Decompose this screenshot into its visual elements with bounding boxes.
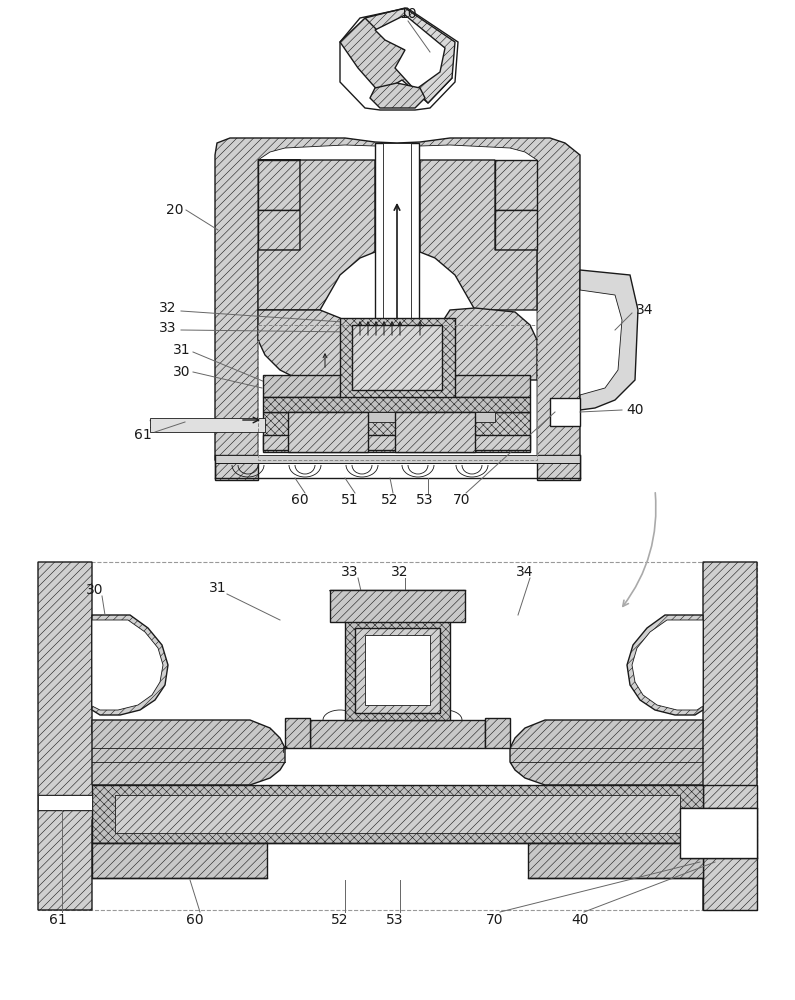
Polygon shape <box>265 330 365 378</box>
Polygon shape <box>632 620 703 710</box>
Bar <box>215 455 580 463</box>
Bar <box>38 562 757 910</box>
Text: 32: 32 <box>391 565 409 579</box>
Bar <box>215 455 580 478</box>
Text: 32: 32 <box>159 301 176 315</box>
Text: 51: 51 <box>341 493 359 507</box>
Bar <box>300 412 495 422</box>
Bar <box>365 635 430 705</box>
Polygon shape <box>365 8 455 103</box>
Bar <box>340 318 455 398</box>
Text: 61: 61 <box>49 913 67 927</box>
Polygon shape <box>92 615 168 715</box>
Text: 40: 40 <box>626 403 644 417</box>
Polygon shape <box>580 290 622 395</box>
Polygon shape <box>580 270 638 410</box>
Polygon shape <box>420 160 537 310</box>
Text: 60: 60 <box>291 493 308 507</box>
Polygon shape <box>495 210 537 250</box>
Polygon shape <box>510 720 703 785</box>
Text: 33: 33 <box>341 565 359 579</box>
Bar <box>38 795 92 810</box>
Polygon shape <box>92 620 163 710</box>
Bar <box>395 412 475 452</box>
Polygon shape <box>258 310 365 380</box>
Bar <box>375 143 419 423</box>
Polygon shape <box>370 83 425 108</box>
Text: 34: 34 <box>636 303 653 317</box>
Polygon shape <box>430 308 537 380</box>
Polygon shape <box>485 718 510 748</box>
Polygon shape <box>627 615 703 715</box>
Polygon shape <box>258 160 375 310</box>
Polygon shape <box>430 318 535 378</box>
Bar <box>288 412 368 452</box>
Text: 30: 30 <box>86 583 104 597</box>
Bar <box>680 808 757 858</box>
Bar <box>263 435 530 450</box>
Polygon shape <box>340 18 452 103</box>
Bar <box>383 143 411 413</box>
Bar <box>258 325 537 460</box>
Text: 60: 60 <box>186 913 204 927</box>
Text: 70: 70 <box>453 493 471 507</box>
Polygon shape <box>680 562 757 910</box>
Text: 30: 30 <box>173 365 191 379</box>
Bar <box>263 397 530 412</box>
Bar <box>352 325 442 390</box>
Polygon shape <box>375 15 445 90</box>
Text: ↱: ↱ <box>281 745 289 755</box>
Bar <box>92 843 267 878</box>
Bar <box>310 720 485 748</box>
Bar <box>92 785 703 843</box>
Bar <box>115 795 680 833</box>
Bar <box>330 590 465 622</box>
Polygon shape <box>215 138 580 478</box>
Polygon shape <box>495 160 537 210</box>
Bar <box>550 398 580 426</box>
Polygon shape <box>258 210 300 250</box>
Bar <box>528 843 703 878</box>
Text: 31: 31 <box>173 343 191 357</box>
Text: 52: 52 <box>332 913 349 927</box>
Polygon shape <box>258 145 537 460</box>
Polygon shape <box>258 160 300 210</box>
Text: 20: 20 <box>166 203 184 217</box>
Text: 53: 53 <box>386 913 404 927</box>
Polygon shape <box>285 718 310 748</box>
Bar <box>263 375 530 397</box>
Text: 10: 10 <box>399 7 417 21</box>
Polygon shape <box>38 562 115 910</box>
Text: 34: 34 <box>516 565 533 579</box>
Bar <box>345 620 450 720</box>
Polygon shape <box>92 720 285 785</box>
Bar <box>263 412 530 452</box>
Text: 31: 31 <box>209 581 227 595</box>
Text: 52: 52 <box>382 493 399 507</box>
Bar <box>537 455 580 480</box>
Text: 70: 70 <box>487 913 504 927</box>
Bar <box>215 455 258 480</box>
Text: 33: 33 <box>159 321 176 335</box>
Bar <box>355 628 440 713</box>
Text: 53: 53 <box>417 493 434 507</box>
Bar <box>150 418 265 432</box>
Text: 40: 40 <box>572 913 589 927</box>
Polygon shape <box>703 785 757 910</box>
Text: 61: 61 <box>134 428 152 442</box>
